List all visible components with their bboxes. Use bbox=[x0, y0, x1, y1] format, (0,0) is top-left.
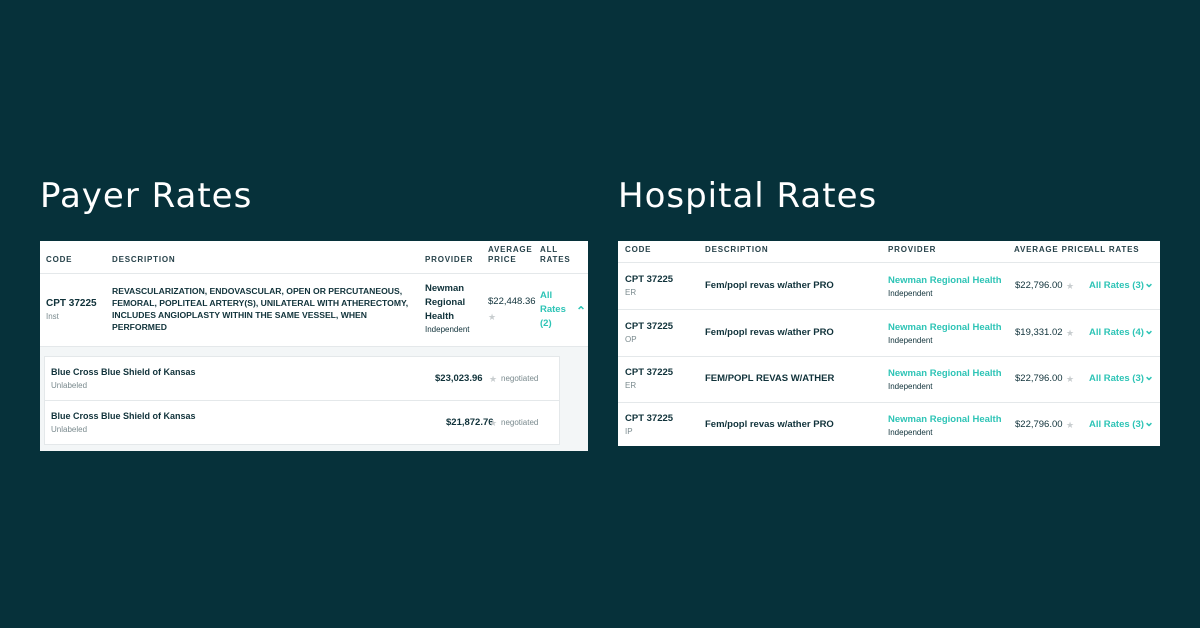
code: CPT 37225 bbox=[625, 274, 674, 285]
payer-rates-table: CODE DESCRIPTION PROVIDER AVERAGE PRICE … bbox=[40, 241, 588, 451]
header-all-rates-line2: RATES bbox=[540, 255, 571, 264]
all-rates-link-line2[interactable]: Rates bbox=[540, 304, 566, 315]
provider-type: Independent bbox=[888, 336, 933, 345]
header-average-price: AVERAGE PRICE bbox=[1014, 245, 1091, 254]
average-price: $22,448.36 bbox=[488, 296, 536, 307]
setting: Inst bbox=[46, 312, 59, 321]
average-price: $22,796.00 bbox=[1015, 373, 1063, 384]
all-rates-link[interactable]: All Rates (3) bbox=[1089, 280, 1144, 291]
header-description: DESCRIPTION bbox=[705, 245, 769, 254]
provider-name-line2: Regional bbox=[425, 297, 466, 308]
code: CPT 37225 bbox=[625, 321, 674, 332]
rate-type: negotiated bbox=[501, 418, 539, 427]
table-row[interactable]: CPT 37225 Inst REVASCULARIZATION, ENDOVA… bbox=[40, 274, 588, 347]
all-rates-link-line3[interactable]: (2) bbox=[540, 318, 552, 329]
header-provider: PROVIDER bbox=[425, 255, 474, 264]
star-icon[interactable]: ★ bbox=[1066, 374, 1075, 384]
rate-label: Unlabeled bbox=[51, 381, 88, 390]
star-icon[interactable]: ★ bbox=[1066, 281, 1075, 291]
provider-type: Independent bbox=[888, 382, 933, 391]
header-average-price-line2: PRICE bbox=[488, 255, 517, 264]
list-item: Blue Cross Blue Shield of Kansas Unlabel… bbox=[44, 400, 560, 445]
table-row[interactable]: CPT 37225 ER FEM/POPL REVAS W/ATHER Newm… bbox=[618, 356, 1160, 403]
provider-link[interactable]: Newman Regional Health bbox=[888, 275, 1002, 286]
code: CPT 37225 bbox=[625, 367, 674, 378]
star-icon[interactable]: ★ bbox=[488, 312, 497, 322]
payer-name: Blue Cross Blue Shield of Kansas bbox=[51, 367, 196, 377]
provider-name-line3: Health bbox=[425, 311, 455, 322]
chevron-down-icon[interactable]: ⌄ bbox=[1144, 323, 1155, 337]
provider-link[interactable]: Newman Regional Health bbox=[888, 322, 1002, 333]
star-icon[interactable]: ★ bbox=[1066, 328, 1075, 338]
star-icon[interactable]: ★ bbox=[489, 418, 498, 428]
all-rates-link[interactable]: All Rates (3) bbox=[1089, 373, 1144, 384]
rate-price: $23,023.96 bbox=[435, 373, 483, 384]
description: FEM/POPL REVAS W/ATHER bbox=[705, 373, 835, 384]
header-provider: PROVIDER bbox=[888, 245, 937, 254]
header-code: CODE bbox=[46, 255, 73, 264]
header-code: CODE bbox=[625, 245, 652, 254]
table-header: CODE DESCRIPTION PROVIDER AVERAGE PRICE … bbox=[618, 241, 1160, 263]
rate-type: negotiated bbox=[501, 374, 539, 383]
all-rates-link-line1[interactable]: All bbox=[540, 290, 553, 301]
payer-rates-title: Payer Rates bbox=[40, 176, 253, 216]
description: Fem/popl revas w/ather PRO bbox=[705, 419, 834, 430]
setting: ER bbox=[625, 381, 637, 390]
provider-name-line1: Newman bbox=[425, 283, 465, 294]
provider-type: Independent bbox=[888, 289, 933, 298]
hospital-rates-title: Hospital Rates bbox=[618, 176, 878, 216]
rate-label: Unlabeled bbox=[51, 425, 88, 434]
table-header: CODE DESCRIPTION PROVIDER AVERAGE PRICE … bbox=[40, 241, 588, 274]
star-icon[interactable]: ★ bbox=[1066, 420, 1075, 430]
description: REVASCULARIZATION, ENDOVASCULAR, OPEN OR… bbox=[112, 286, 409, 332]
table-row[interactable]: CPT 37225 OP Fem/popl revas w/ather PRO … bbox=[618, 310, 1160, 357]
provider-link[interactable]: Newman Regional Health bbox=[888, 414, 1002, 425]
chevron-down-icon[interactable]: ⌄ bbox=[1144, 369, 1155, 383]
header-average-price-line1: AVERAGE bbox=[488, 245, 533, 254]
provider-link[interactable]: Newman Regional Health bbox=[888, 368, 1002, 379]
average-price: $22,796.00 bbox=[1015, 280, 1063, 291]
table-row[interactable]: CPT 37225 IP Fem/popl revas w/ather PRO … bbox=[618, 402, 1160, 448]
setting: IP bbox=[625, 427, 633, 436]
expanded-rates-list: Blue Cross Blue Shield of Kansas Unlabel… bbox=[40, 347, 588, 451]
average-price: $22,796.00 bbox=[1015, 419, 1063, 430]
header-all-rates: ALL RATES bbox=[1088, 245, 1140, 254]
payer-name: Blue Cross Blue Shield of Kansas bbox=[51, 411, 196, 421]
setting: OP bbox=[625, 335, 637, 344]
average-price: $19,331.02 bbox=[1015, 327, 1063, 338]
chevron-down-icon[interactable]: ⌄ bbox=[1144, 415, 1155, 429]
all-rates-link[interactable]: All Rates (3) bbox=[1089, 419, 1144, 430]
chevron-down-icon[interactable]: ⌄ bbox=[1144, 276, 1155, 290]
header-description: DESCRIPTION bbox=[112, 255, 176, 264]
list-item: Blue Cross Blue Shield of Kansas Unlabel… bbox=[44, 356, 560, 401]
code: CPT 37225 bbox=[46, 298, 97, 309]
description: Fem/popl revas w/ather PRO bbox=[705, 327, 834, 338]
rate-price: $21,872.76 bbox=[446, 417, 494, 428]
provider-type: Independent bbox=[888, 428, 933, 437]
chevron-up-icon[interactable]: ⌃ bbox=[576, 304, 587, 318]
code: CPT 37225 bbox=[625, 413, 674, 424]
all-rates-link[interactable]: All Rates (4) bbox=[1089, 327, 1144, 338]
table-row[interactable]: CPT 37225 ER Fem/popl revas w/ather PRO … bbox=[618, 263, 1160, 310]
description: Fem/popl revas w/ather PRO bbox=[705, 280, 834, 291]
star-icon[interactable]: ★ bbox=[489, 374, 498, 384]
provider-type: Independent bbox=[425, 325, 470, 334]
hospital-rates-table: CODE DESCRIPTION PROVIDER AVERAGE PRICE … bbox=[618, 241, 1160, 446]
header-all-rates-line1: ALL bbox=[540, 245, 558, 254]
setting: ER bbox=[625, 288, 637, 297]
